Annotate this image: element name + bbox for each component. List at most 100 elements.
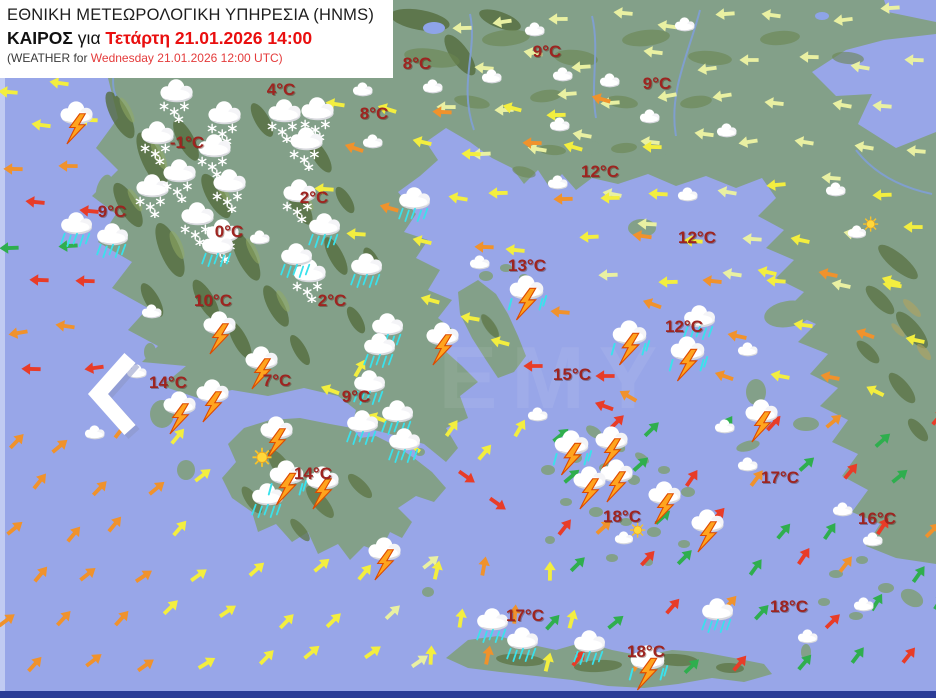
cloud-icon (410, 78, 456, 106)
wind-arrow-icon (755, 262, 779, 282)
wind-arrow-icon (711, 87, 734, 106)
temperature-label: 18°C (603, 507, 641, 526)
wind-arrow-icon (87, 474, 113, 500)
wind-arrow-icon (460, 146, 482, 163)
wind-arrow-icon (30, 116, 53, 135)
forecast-datetime-greek: ΚΑΙΡΟΣ για Τετάρτη 21.01.2026 14:00 (7, 26, 385, 50)
wind-arrow-icon (451, 20, 472, 37)
temperature-label: 18°C (770, 597, 808, 616)
wind-arrow-icon (928, 587, 936, 613)
wind-arrow-icon (109, 604, 135, 630)
wind-arrow-icon (6, 323, 29, 342)
temperature-label: 16°C (858, 509, 896, 528)
wind-arrow-icon (167, 514, 193, 540)
wind-arrow-icon (768, 366, 792, 386)
cloud-icon (129, 303, 175, 331)
wind-arrow-icon (831, 11, 854, 29)
rain-icon (567, 628, 613, 672)
forecast-datetime-english: (WEATHER for Wednesday 21.01.2026 12:00 … (7, 50, 385, 66)
wind-arrow-icon (853, 323, 878, 345)
temperature-label: 2°C (299, 188, 329, 207)
storm-icon (686, 506, 730, 554)
temperature-label: 14°C (294, 464, 332, 483)
cloud-icon (702, 418, 748, 446)
wind-arrow-icon (359, 640, 385, 665)
wind-arrow-icon (345, 226, 367, 243)
wind-arrow-icon (906, 560, 931, 586)
wind-arrow-icon (792, 543, 817, 569)
wind-arrow-icon (788, 230, 812, 250)
wind-arrow-icon (81, 647, 107, 673)
wind-arrow-icon (821, 408, 847, 434)
wind-arrow-icon (299, 639, 325, 665)
previous-arrow-icon[interactable] (82, 348, 146, 440)
wind-arrow-icon (798, 49, 819, 65)
storm-icon (643, 478, 687, 526)
snow-icon (157, 157, 203, 203)
wind-arrow-icon (380, 599, 406, 625)
storm-icon (421, 319, 465, 367)
temperature-label: 9°C (97, 202, 127, 221)
forecast-date-english: Wednesday 21.01.2026 12:00 UTC) (90, 51, 283, 65)
wind-arrow-icon (274, 608, 300, 634)
temperature-label: 0°C (214, 222, 244, 241)
wind-arrow-icon (743, 554, 768, 580)
wind-arrow-icon (639, 416, 665, 442)
wind-arrow-icon (2, 515, 28, 541)
wind-arrow-icon (51, 605, 77, 631)
wind-arrow-icon (879, 0, 901, 17)
wind-arrow-icon (321, 607, 347, 633)
wind-arrow-icon (193, 651, 219, 676)
rain-icon (90, 221, 136, 265)
temperature-label: 9°C (642, 74, 672, 93)
temperature-label: 8°C (402, 54, 432, 73)
temperature-label: 7°C (262, 371, 292, 390)
temperature-label: 15°C (553, 365, 591, 384)
cloud-icon (587, 72, 633, 100)
wind-arrow-icon (0, 240, 20, 257)
temperature-label: -1°C (169, 133, 205, 152)
cloud-icon (850, 531, 896, 559)
wind-arrow-icon (920, 517, 936, 543)
wind-arrow-icon (595, 368, 616, 384)
wind-arrow-icon (819, 367, 843, 387)
wind-arrow-icon (600, 190, 621, 206)
wind-arrow-icon (845, 642, 870, 668)
wind-arrow-icon (639, 293, 664, 315)
wind-arrow-icon (838, 458, 864, 484)
wind-arrow-icon (439, 415, 464, 441)
wind-arrow-icon (423, 645, 440, 667)
wind-arrow-icon (771, 517, 797, 543)
wind-arrow-icon (102, 511, 128, 537)
wind-arrow-icon (657, 274, 678, 290)
wind-arrow-icon (214, 598, 240, 623)
wind-arrow-icon (488, 332, 512, 353)
sun-cloud-icon (839, 214, 885, 250)
wind-arrow-icon (869, 427, 895, 453)
wind-arrow-icon (0, 607, 20, 632)
storm-icon (55, 98, 99, 146)
temperature-label: 9°C (341, 387, 371, 406)
temperature-label: 10°C (194, 291, 232, 310)
wind-arrow-icon (487, 185, 508, 201)
wind-arrow-icon (74, 273, 95, 290)
wind-arrow-icon (446, 189, 469, 208)
wind-arrow-icon (903, 52, 925, 69)
wind-arrow-icon (565, 551, 591, 577)
forecast-date-greek: Τετάρτη 21.01.2026 14:00 (105, 28, 313, 48)
wind-arrow-icon (791, 316, 814, 335)
cloud-icon (237, 229, 283, 257)
wind-arrow-icon (47, 433, 73, 459)
wind-arrow-icon (454, 464, 480, 489)
cloud-icon (535, 174, 581, 202)
kairos-label: ΚΑΙΡΟΣ (7, 28, 73, 48)
wind-arrow-icon (549, 303, 571, 321)
agency-title: ΕΘΝΙΚΗ ΜΕΤΕΩΡΟΛΟΓΙΚΗ ΥΠΗΡΕΣΙΑ (HNMS) (7, 6, 375, 24)
temperature-label: 4°C (266, 80, 296, 99)
wind-arrow-icon (475, 554, 494, 578)
wind-arrow-icon (641, 43, 664, 61)
wind-arrow-icon (720, 264, 743, 283)
wind-arrow-icon (244, 556, 270, 582)
wind-arrow-icon (158, 594, 184, 620)
temperature-label: 12°C (665, 317, 703, 336)
